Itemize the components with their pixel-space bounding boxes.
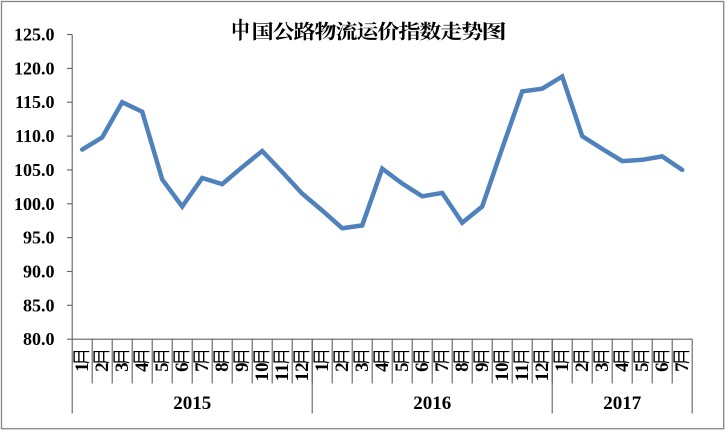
svg-text:5: 5 <box>632 362 653 372</box>
svg-text:9: 9 <box>232 362 253 372</box>
svg-text:5: 5 <box>152 362 173 372</box>
svg-text:5: 5 <box>392 362 413 372</box>
svg-text:100.0: 100.0 <box>14 194 55 214</box>
svg-text:2016: 2016 <box>413 393 451 414</box>
svg-text:4: 4 <box>132 362 153 372</box>
svg-text:6: 6 <box>652 362 673 372</box>
svg-text:80.0: 80.0 <box>23 329 55 349</box>
svg-text:7: 7 <box>432 362 453 372</box>
svg-text:3: 3 <box>592 362 613 372</box>
svg-text:11: 11 <box>512 363 533 381</box>
svg-text:110.0: 110.0 <box>15 126 55 146</box>
svg-text:95.0: 95.0 <box>23 228 55 248</box>
svg-text:1: 1 <box>312 362 333 372</box>
svg-text:12: 12 <box>532 362 553 381</box>
svg-text:1: 1 <box>552 362 573 372</box>
svg-text:7: 7 <box>672 362 693 372</box>
svg-text:9: 9 <box>472 362 493 372</box>
svg-text:7: 7 <box>192 362 213 372</box>
svg-text:1: 1 <box>72 362 93 372</box>
svg-text:105.0: 105.0 <box>14 160 55 180</box>
svg-text:4: 4 <box>372 362 393 372</box>
svg-text:2017: 2017 <box>603 393 642 414</box>
svg-text:2015: 2015 <box>173 393 211 414</box>
svg-text:90.0: 90.0 <box>23 262 55 282</box>
svg-text:6: 6 <box>172 362 193 372</box>
svg-text:2: 2 <box>572 362 593 372</box>
svg-text:3: 3 <box>352 362 373 372</box>
svg-text:2: 2 <box>332 362 353 372</box>
svg-text:115.0: 115.0 <box>15 92 55 112</box>
svg-text:8: 8 <box>452 362 473 372</box>
svg-text:3: 3 <box>112 362 133 372</box>
svg-text:125.0: 125.0 <box>14 25 55 45</box>
svg-text:6: 6 <box>412 362 433 372</box>
svg-text:11: 11 <box>272 363 293 381</box>
svg-text:2: 2 <box>92 362 113 372</box>
svg-text:85.0: 85.0 <box>23 295 55 315</box>
svg-text:10: 10 <box>252 362 273 381</box>
svg-text:10: 10 <box>492 362 513 381</box>
svg-text:120.0: 120.0 <box>14 58 55 78</box>
svg-text:8: 8 <box>212 362 233 372</box>
svg-text:4: 4 <box>612 362 633 372</box>
svg-text:12: 12 <box>292 362 313 381</box>
